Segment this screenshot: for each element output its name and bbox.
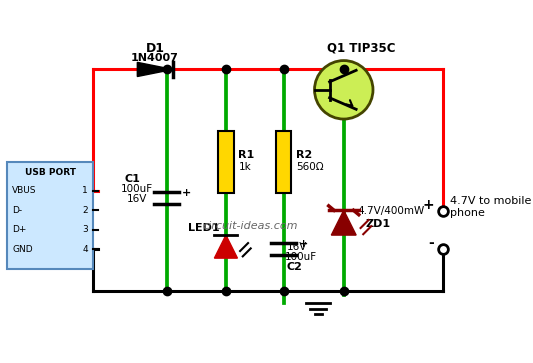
Text: D1: D1 bbox=[146, 42, 165, 55]
Text: 1: 1 bbox=[82, 186, 88, 195]
Text: 4.7V/400mW: 4.7V/400mW bbox=[357, 206, 424, 216]
Text: +: + bbox=[182, 188, 191, 197]
Text: R1: R1 bbox=[238, 150, 255, 160]
Text: USB PORT: USB PORT bbox=[25, 168, 76, 177]
Text: 4.7V to mobile: 4.7V to mobile bbox=[450, 196, 531, 206]
Text: C2: C2 bbox=[286, 262, 302, 272]
Text: D+: D+ bbox=[12, 225, 27, 234]
Text: 560Ω: 560Ω bbox=[296, 162, 324, 172]
Polygon shape bbox=[138, 62, 173, 77]
Text: 16V: 16V bbox=[287, 242, 308, 252]
Text: +: + bbox=[298, 239, 308, 249]
Text: 4: 4 bbox=[82, 245, 88, 254]
Polygon shape bbox=[214, 235, 237, 258]
Text: GND: GND bbox=[12, 245, 33, 254]
Bar bbox=[276, 131, 292, 193]
Text: Q1 TIP35C: Q1 TIP35C bbox=[327, 42, 395, 55]
Text: phone: phone bbox=[450, 208, 485, 219]
Text: -: - bbox=[429, 236, 434, 250]
Text: ZD1: ZD1 bbox=[366, 219, 391, 229]
Text: D-: D- bbox=[12, 206, 22, 215]
Text: C1: C1 bbox=[124, 174, 140, 184]
Text: 2: 2 bbox=[82, 206, 88, 215]
Text: circuit-ideas.com: circuit-ideas.com bbox=[202, 221, 297, 231]
Text: +: + bbox=[423, 197, 434, 212]
Text: VBUS: VBUS bbox=[12, 186, 37, 195]
Text: 1N4007: 1N4007 bbox=[131, 53, 179, 64]
Text: 100uF: 100uF bbox=[285, 252, 317, 262]
Bar bbox=[218, 131, 234, 193]
Text: R2: R2 bbox=[296, 150, 312, 160]
Text: LED1: LED1 bbox=[188, 223, 220, 233]
Bar bbox=[7, 163, 93, 269]
Polygon shape bbox=[332, 210, 356, 235]
Circle shape bbox=[314, 61, 373, 119]
Text: 16V: 16V bbox=[127, 194, 147, 204]
Text: 1k: 1k bbox=[238, 162, 251, 172]
Text: 3: 3 bbox=[82, 225, 88, 234]
Text: 100uF: 100uF bbox=[120, 184, 152, 194]
